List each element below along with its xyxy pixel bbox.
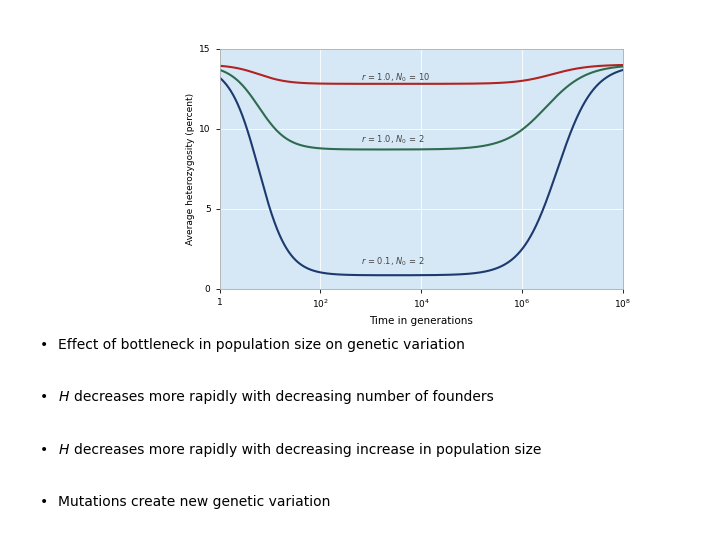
Text: decreases more rapidly with decreasing increase in population size: decreases more rapidly with decreasing i… — [74, 443, 541, 457]
Text: •: • — [40, 495, 48, 509]
Text: Mutations create new genetic variation: Mutations create new genetic variation — [58, 495, 330, 509]
X-axis label: Time in generations: Time in generations — [369, 316, 473, 326]
Text: decreases more rapidly with decreasing number of founders: decreases more rapidly with decreasing n… — [74, 390, 494, 404]
Text: Effect of bottleneck in population size on genetic variation: Effect of bottleneck in population size … — [58, 338, 464, 352]
Text: $r$ = 0.1, $N_0$ = 2: $r$ = 0.1, $N_0$ = 2 — [361, 255, 424, 268]
Y-axis label: Average heterozygosity (percent): Average heterozygosity (percent) — [186, 93, 195, 245]
Text: $H$: $H$ — [58, 443, 70, 457]
Text: $r$ = 1.0, $N_0$ = 2: $r$ = 1.0, $N_0$ = 2 — [361, 134, 424, 146]
Text: $r$ = 1.0, $N_0$ = 10: $r$ = 1.0, $N_0$ = 10 — [361, 72, 430, 84]
Text: •: • — [40, 443, 48, 457]
Text: 10.6  Effects of a bottleneck in population size on genetic variation, as measur: 10.6 Effects of a bottleneck in populati… — [9, 11, 599, 24]
Text: •: • — [40, 338, 48, 352]
Text: •: • — [40, 390, 48, 404]
Text: $H$: $H$ — [58, 390, 70, 404]
